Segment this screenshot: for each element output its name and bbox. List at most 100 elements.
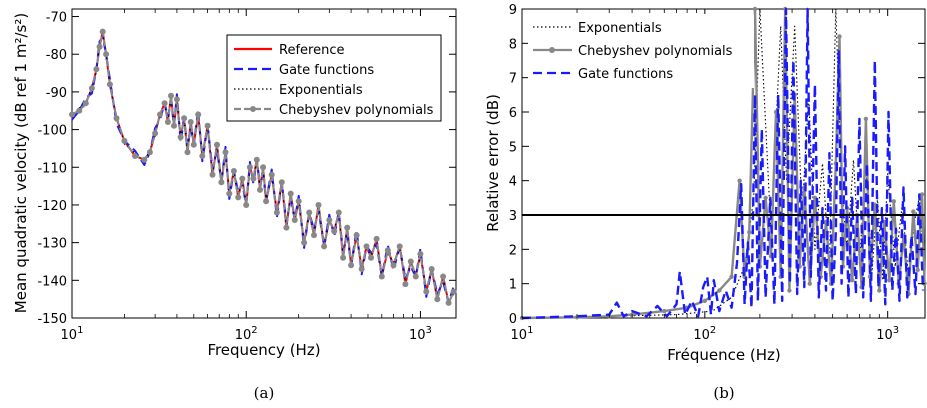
chart-b-ytick-label: 2 [509, 243, 517, 258]
chart-a-point [161, 100, 168, 107]
chart-a-point [235, 194, 242, 201]
chart-a-point [152, 130, 159, 137]
chart-a-point [146, 149, 153, 156]
chart-a-point [106, 81, 113, 88]
chart-b-ticks: 101 102 103 0 1 2 3 4 5 6 7 8 9 [509, 3, 925, 343]
chart-a-point [434, 296, 441, 303]
chart-b-ytick-label: 4 [509, 175, 517, 190]
chart-a-point [358, 266, 365, 272]
chart-b-point [747, 230, 752, 235]
chart-b-ytick-label: 7 [509, 72, 517, 87]
chart-a-point [88, 85, 95, 92]
chart-a-point [390, 262, 397, 269]
chart-a-point [412, 273, 419, 280]
chart-b-ytick-label: 3 [509, 209, 517, 224]
chart-a-point [396, 243, 403, 250]
chart-b-point [752, 6, 758, 12]
chart-a-point [306, 209, 313, 216]
chart-b-point [807, 281, 812, 286]
chart-b-point [850, 278, 855, 283]
chart-a-point [331, 228, 338, 235]
chart-a-caption: (a) [254, 384, 275, 402]
chart-a-point [190, 141, 197, 148]
chart-a-point [315, 202, 322, 208]
chart-b-point [872, 202, 877, 207]
chart-a-ylabel: Mean quadratic velocity (dB ref 1 m²/s²) [12, 13, 30, 313]
chart-a-point [257, 186, 263, 193]
chart-b-ytick-label: 0 [509, 312, 517, 327]
chart-b-point [763, 195, 768, 200]
chart-a: 101 102 103-150-140-130-120-110-100-90-80-… [12, 8, 457, 402]
chart-a-point [301, 239, 308, 246]
chart-b-point [891, 199, 896, 204]
chart-a-point [260, 164, 267, 171]
chart-a-plot [69, 28, 457, 306]
chart-a-point [378, 273, 385, 280]
chart-a-legend: Reference Gate functions Exponentials Cheby… [226, 34, 442, 122]
chart-a-point [407, 258, 414, 265]
chart-b-legend-label: Chebyshev polynomials [578, 44, 733, 59]
chart-a-xtick-label: 101 [61, 325, 84, 343]
chart-a-point [171, 122, 177, 129]
chart-a-ticks: 101 102 103-150-140-130-120-110-100-90-80-… [37, 9, 456, 343]
chart-a-point [326, 217, 333, 223]
chart-b-point [863, 116, 869, 122]
chart-b-point [717, 288, 722, 293]
chart-a-point [214, 141, 220, 148]
chart-a-point [311, 232, 317, 239]
chart-b-ytick-label: 8 [509, 37, 517, 52]
chart-a-point [440, 273, 447, 280]
chart-a-point [368, 254, 374, 261]
chart-b-point [729, 274, 734, 279]
chart-a-point [402, 281, 409, 288]
chart-a-ytick-label: -150 [37, 312, 67, 327]
chart-a-point [445, 299, 452, 306]
chart-a-ytick-label: -140 [37, 274, 67, 289]
chart-a-legend-marker [250, 106, 256, 112]
chart-a-ytick-label: -70 [46, 11, 67, 26]
chart-a-point [187, 119, 194, 125]
chart-a-point [283, 224, 290, 231]
chart-a-point [363, 243, 370, 250]
chart-b-plot [519, 6, 927, 321]
chart-a-xtick-label: 103 [409, 325, 432, 343]
chart-b-legend-label: Gate functions [578, 67, 673, 82]
chart-a-point [344, 224, 351, 231]
chart-b-ylabel: Relative error (dB) [484, 94, 502, 232]
chart-b-xtick-label: 103 [876, 325, 899, 343]
chart-a-ytick-label: -80 [46, 48, 67, 63]
chart-a-ytick-label: -100 [37, 124, 67, 139]
chart-a-legend-label: Reference [279, 43, 344, 58]
chart-a-legend-label: Chebyshev polynomials [279, 103, 434, 118]
chart-a-point [173, 96, 180, 103]
chart-a-point [218, 179, 225, 186]
chart-a-ytick-label: -120 [37, 199, 67, 214]
chart-a-point [250, 175, 257, 182]
chart-a-point [239, 175, 246, 182]
chart-a-point [103, 51, 110, 58]
chart-a-point [428, 266, 435, 272]
chart-b-point [702, 298, 707, 303]
chart-a-point [177, 134, 184, 141]
chart-a-point [164, 119, 171, 125]
chart-b-ytick-label: 5 [509, 140, 517, 155]
chart-a-xlabel: Frequency (Hz) [207, 341, 320, 359]
chart-b-point [837, 34, 842, 39]
chart-a-point [76, 107, 83, 114]
chart-b-xtick-label: 102 [693, 325, 716, 343]
chart-a-point [423, 288, 430, 295]
chart-a-point [417, 250, 424, 257]
chart-a-point [209, 171, 216, 178]
chart-b-point [662, 308, 667, 314]
chart-a-point [291, 217, 298, 223]
chart-a-point [99, 28, 106, 35]
chart-a-point [243, 202, 250, 208]
chart-a-point [82, 100, 89, 107]
chart-b-point [737, 178, 742, 183]
chart-a-point [321, 243, 328, 250]
chart-a-point [96, 43, 103, 50]
chart-b-legend: Exponentials Chebyshev polynomials Gate fu… [528, 14, 754, 88]
chart-a-point [121, 137, 128, 144]
chart-a-point [348, 262, 355, 269]
